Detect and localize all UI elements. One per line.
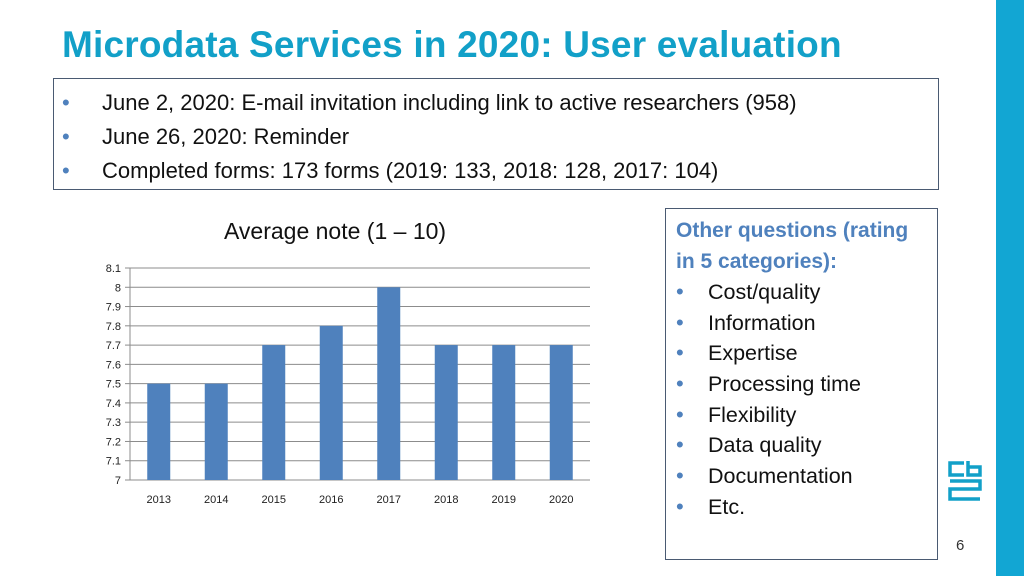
other-questions-heading: Other questions (rating in 5 categories)… [676, 219, 909, 273]
other-question-text: Flexibility [708, 402, 797, 427]
other-question-item: • Expertise [676, 338, 861, 369]
other-question-text: Information [708, 310, 816, 335]
y-tick-label: 7.9 [106, 302, 121, 314]
bullet-icon: • [676, 309, 684, 335]
intro-item: • Completed forms: 173 forms (2019: 133, … [62, 156, 797, 190]
cbs-logo-icon [948, 461, 982, 501]
bullet-icon: • [676, 371, 684, 397]
y-tick-label: 7.7 [106, 340, 121, 352]
x-tick-label: 2018 [434, 494, 458, 506]
other-question-text: Etc. [708, 494, 746, 519]
side-accent-bar [996, 0, 1024, 576]
bar-2016 [319, 325, 343, 480]
other-question-text: Documentation [708, 464, 853, 489]
other-question-text: Processing time [708, 372, 861, 397]
bar-2013 [147, 383, 171, 480]
y-tick-label: 7.8 [106, 321, 121, 333]
page-title: Microdata Services in 2020: User evaluat… [62, 24, 842, 65]
x-tick-label: 2019 [492, 494, 516, 506]
x-tick-label: 2015 [262, 494, 286, 506]
x-tick-label: 2017 [377, 494, 401, 506]
y-tick-label: 7.6 [106, 359, 121, 371]
other-question-item: • Etc. [676, 492, 861, 523]
bar-2017 [377, 287, 401, 480]
other-question-item: • Information [676, 308, 861, 339]
x-tick-label: 2014 [204, 494, 228, 506]
y-tick-label: 7.1 [106, 456, 121, 468]
y-tick-label: 7.5 [106, 379, 121, 391]
intro-item-text: Completed forms: 173 forms (2019: 133, 2… [102, 158, 719, 183]
other-question-item: • Processing time [676, 369, 861, 400]
intro-box: • June 2, 2020: E-mail invitation includi… [53, 78, 939, 190]
other-question-text: Data quality [708, 433, 822, 458]
bar-2019 [492, 345, 516, 480]
bullet-icon: • [62, 158, 70, 183]
intro-item-text: June 2, 2020: E-mail invitation includin… [102, 90, 797, 115]
bullet-icon: • [676, 493, 684, 519]
bullet-icon: • [676, 279, 684, 304]
x-tick-label: 2016 [319, 494, 343, 506]
bullet-icon: • [676, 340, 684, 366]
chart-title: Average note (1 – 10) [224, 218, 447, 244]
bullet-icon: • [676, 463, 684, 489]
other-question-text: Cost/quality [708, 280, 821, 304]
intro-list: • June 2, 2020: E-mail invitation includi… [62, 88, 797, 190]
other-question-item: • Cost/quality [676, 277, 861, 308]
y-tick-label: 8.1 [106, 263, 121, 275]
other-question-item: • Flexibility [676, 400, 861, 431]
other-questions-box: Other questions (rating in 5 categories)… [665, 208, 938, 560]
bar-2018 [434, 345, 458, 480]
page-number: 6 [956, 537, 965, 554]
intro-item: • June 26, 2020: Reminder [62, 122, 797, 156]
x-tick-label: 2013 [147, 494, 171, 506]
bullet-icon: • [676, 432, 684, 458]
y-tick-label: 7 [115, 475, 121, 487]
y-tick-label: 7.4 [106, 398, 121, 410]
bullet-icon: • [62, 124, 70, 149]
other-question-item: • Data quality [676, 430, 861, 461]
bar-2020 [549, 345, 573, 480]
other-question-item: • Documentation [676, 461, 861, 492]
bullet-icon: • [62, 90, 70, 115]
y-tick-label: 7.3 [106, 417, 121, 429]
bar-2015 [262, 345, 286, 480]
other-question-text: Expertise [708, 341, 798, 366]
intro-item-text: June 26, 2020: Reminder [102, 124, 350, 149]
bullet-icon: • [676, 401, 684, 427]
other-questions-list: • Cost/quality • Information • Expertise • P… [676, 277, 861, 523]
y-tick-label: 7.2 [106, 436, 121, 448]
bar-2014 [204, 383, 228, 480]
y-tick-label: 8 [115, 282, 121, 294]
bar-chart: 7 7.1 7.2 7.3 7.4 7.5 7.6 7.7 7.8 7.9 8 8.1 2013 2014… [106, 263, 590, 506]
x-tick-label: 2020 [549, 494, 573, 506]
intro-item: • June 2, 2020: E-mail invitation includi… [62, 88, 797, 122]
